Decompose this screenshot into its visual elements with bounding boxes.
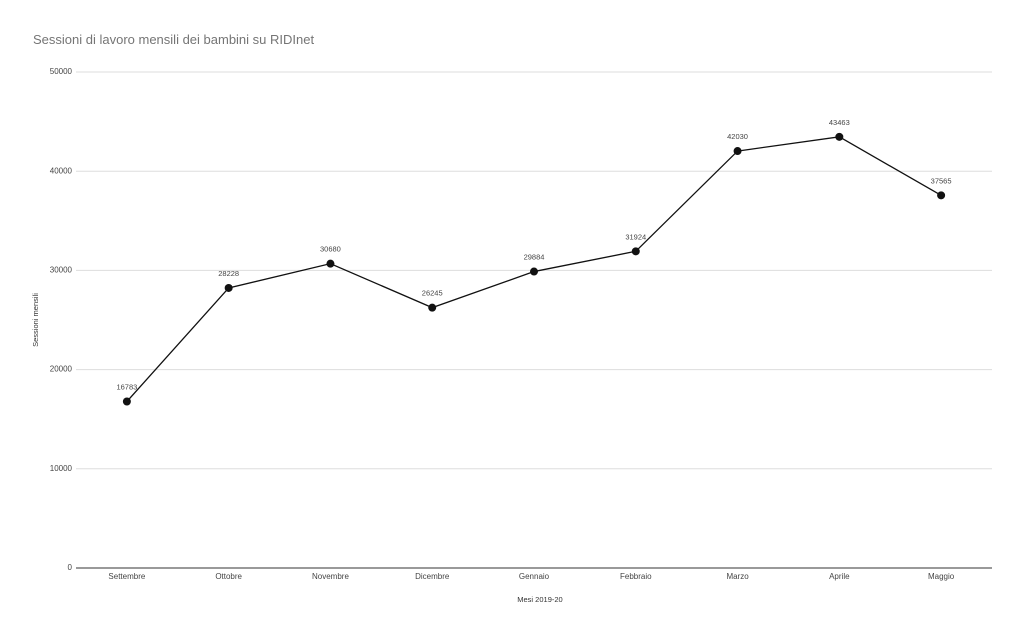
point [835, 132, 844, 141]
data-label: 31924 [625, 232, 646, 241]
x-axis-title: Mesi 2019-20 [517, 595, 562, 604]
y-tick-label: 0 [68, 563, 73, 572]
data-label: 42030 [727, 132, 748, 141]
point [326, 259, 335, 268]
point [733, 147, 742, 156]
point [428, 303, 437, 312]
y-tick-label: 40000 [50, 166, 73, 175]
y-tick-label: 10000 [50, 464, 73, 473]
y-tick-label: 30000 [50, 266, 73, 275]
y-tick-label: 50000 [50, 67, 73, 76]
data-label: 29884 [524, 253, 545, 262]
data-label: 30680 [320, 245, 341, 254]
x-tick-label: Aprile [829, 572, 850, 581]
x-tick-label: Ottobre [215, 572, 242, 581]
data-label: 28228 [218, 269, 239, 278]
x-tick-label: Dicembre [415, 572, 450, 581]
data-label: 16783 [116, 382, 137, 391]
data-label: 26245 [422, 289, 443, 298]
x-tick-label: Marzo [726, 572, 749, 581]
x-tick-label: Gennaio [519, 572, 550, 581]
point [937, 191, 946, 200]
point [530, 267, 538, 276]
point [631, 247, 640, 256]
x-tick-label: Maggio [928, 572, 955, 581]
x-tick-label: Settembre [108, 572, 145, 581]
data-label: 43463 [829, 118, 850, 127]
chart-title: Sessioni di lavoro mensili dei bambini s… [33, 32, 314, 47]
data-label: 37565 [931, 176, 952, 185]
point [122, 397, 131, 406]
y-axis-title: Sessioni mensili [31, 293, 40, 347]
y-tick-label: 20000 [50, 365, 73, 374]
x-tick-label: Febbraio [620, 572, 652, 581]
x-tick-label: Novembre [312, 572, 349, 581]
point [224, 283, 233, 292]
